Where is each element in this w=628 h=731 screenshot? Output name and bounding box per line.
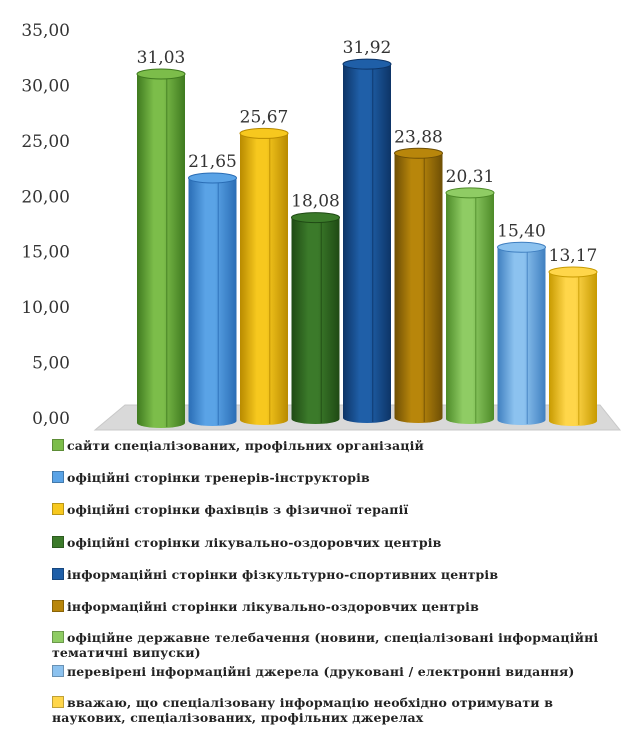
bar-body	[137, 74, 185, 428]
legend-item: інформаційні сторінки лікувально-оздоров…	[52, 599, 622, 614]
legend-label: офіційні сторінки лікувально-оздоровчих …	[67, 535, 442, 550]
data-label: 31,03	[137, 48, 186, 68]
legend-item: офіційні сторінки лікувально-оздоровчих …	[52, 535, 622, 550]
data-label: 23,88	[394, 127, 443, 147]
legend-label: сайти спеціалізованих, профільних органі…	[67, 438, 424, 453]
legend-label: інформаційні сторінки лікувально-оздоров…	[67, 599, 479, 614]
bar-top	[497, 241, 546, 253]
legend-swatch	[52, 439, 64, 451]
bar	[445, 187, 495, 424]
bar-body	[446, 192, 494, 424]
legend-label: офіційні сторінки тренерів-інструкторів	[67, 470, 370, 485]
legend-label: інформаційні сторінки фізкультурно-спорт…	[67, 567, 499, 582]
bar-top	[188, 172, 237, 184]
legend-item: офіційні сторінки фахівців з фізичної те…	[52, 502, 622, 517]
y-tick-label: 5,00	[32, 354, 70, 374]
data-label: 25,67	[240, 107, 289, 127]
bar	[136, 68, 186, 428]
y-tick-label: 25,00	[21, 132, 70, 152]
bar-body	[291, 217, 340, 424]
legend-label: офіційні сторінки фахівців з фізичної те…	[67, 502, 409, 517]
bar-top	[394, 147, 443, 159]
bar-body	[343, 64, 391, 424]
legend-swatch	[52, 568, 64, 580]
y-tick-label: 15,00	[21, 243, 70, 263]
legend-item: інформаційні сторінки фізкультурно-спорт…	[52, 567, 622, 582]
bar-body	[497, 247, 546, 425]
bar-top	[342, 58, 392, 70]
y-tick-label: 10,00	[21, 298, 70, 318]
bars	[136, 58, 598, 428]
data-label: 15,40	[497, 221, 546, 241]
legend-swatch	[52, 503, 64, 515]
y-tick-label: 20,00	[21, 187, 70, 207]
legend-swatch	[52, 471, 64, 483]
bar-chart: 0,00 5,00 10,00 15,00 20,00 25,00 30,00 35,00 3…	[21, 21, 622, 431]
bar-body	[188, 177, 237, 427]
legend-swatch	[52, 696, 64, 708]
data-label: 18,08	[291, 192, 340, 212]
bar-top	[239, 127, 289, 139]
legend-item: перевірені інформаційні джерела (друкова…	[52, 664, 622, 679]
legend-swatch	[52, 600, 64, 612]
y-axis-ticks: 0,00 5,00 10,00 15,00 20,00 25,00 30,00 35,00	[21, 21, 70, 429]
bar	[394, 147, 443, 424]
legend-label: перевірені інформаційні джерела (друкова…	[67, 664, 575, 679]
bar	[342, 58, 392, 424]
legend-label: вважаю, що спеціалізовану інформацію нео…	[52, 695, 554, 725]
bar-body	[549, 272, 597, 426]
legend-label: офіційне державне телебачення (новини, с…	[52, 630, 599, 660]
legend: сайти спеціалізованих, профільних органі…	[52, 438, 624, 731]
bar	[291, 212, 340, 424]
y-tick-label: 35,00	[21, 21, 70, 41]
data-label: 21,65	[188, 152, 237, 172]
bar-body	[394, 153, 443, 424]
bar	[239, 127, 289, 425]
y-tick-label: 30,00	[21, 76, 70, 96]
bar	[548, 266, 598, 426]
bar-top	[291, 212, 340, 224]
data-label: 13,17	[549, 246, 598, 266]
data-label: 31,92	[343, 38, 392, 58]
bar-body	[240, 133, 288, 425]
data-label: 20,31	[446, 167, 495, 187]
legend-swatch	[52, 536, 64, 548]
legend-swatch	[52, 631, 64, 643]
legend-item: вважаю, що спеціалізовану інформацію нео…	[52, 695, 622, 725]
legend-swatch	[52, 665, 64, 677]
bar	[497, 241, 546, 425]
legend-item: офіційне державне телебачення (новини, с…	[52, 630, 622, 660]
legend-item: сайти спеціалізованих, профільних органі…	[52, 438, 622, 453]
y-tick-label: 0,00	[32, 409, 70, 429]
bar	[188, 172, 237, 427]
bar-top	[548, 266, 598, 278]
legend-item: офіційні сторінки тренерів-інструкторів	[52, 470, 622, 485]
bar-top	[136, 68, 186, 80]
bar-top	[445, 187, 495, 199]
